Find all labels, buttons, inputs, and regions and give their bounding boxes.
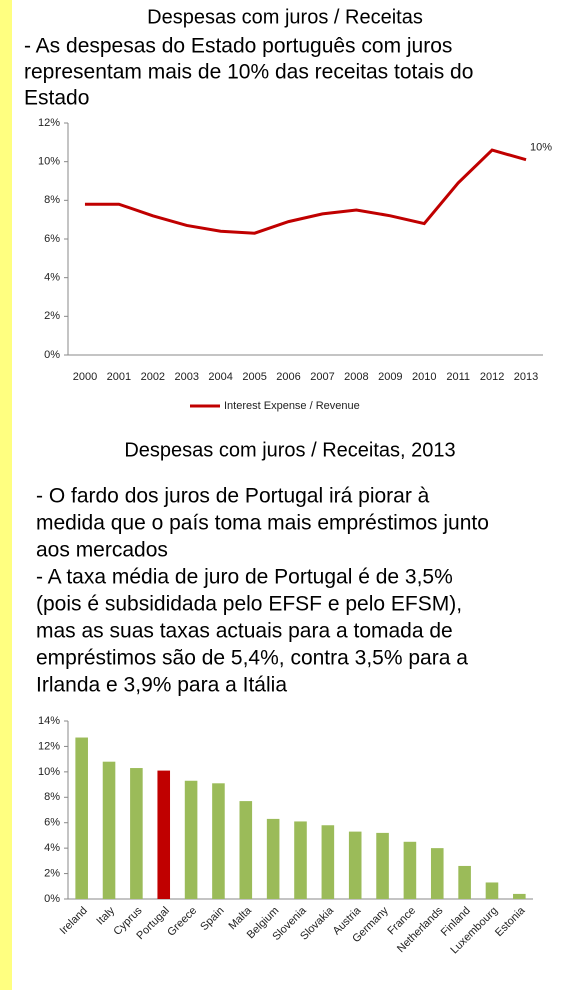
bar bbox=[157, 770, 171, 899]
bar bbox=[266, 818, 280, 899]
x-tick-label: 2005 bbox=[242, 371, 266, 383]
x-tick-label: Estonia bbox=[493, 904, 528, 939]
x-tick-label: Ireland bbox=[58, 905, 90, 937]
y-tick-label: 8% bbox=[44, 194, 60, 206]
legend-label: Interest Expense / Revenue bbox=[224, 400, 360, 412]
x-tick-label: 2012 bbox=[480, 371, 504, 383]
x-tick-label: Spain bbox=[198, 905, 226, 933]
note-line: Estado bbox=[24, 87, 89, 110]
bar bbox=[485, 882, 499, 899]
y-tick-label: 10% bbox=[38, 156, 60, 168]
bar bbox=[212, 783, 225, 899]
bar bbox=[513, 893, 526, 899]
bar bbox=[348, 831, 362, 899]
data-label: 10% bbox=[530, 142, 552, 154]
y-tick-label: 2% bbox=[44, 310, 60, 322]
x-tick-label: 2002 bbox=[141, 371, 165, 383]
side-strip bbox=[0, 0, 12, 990]
data-line bbox=[84, 148, 527, 235]
x-tick-label: 2000 bbox=[73, 371, 97, 383]
note-line: aos mercados bbox=[36, 539, 168, 562]
note-line: - O fardo dos juros de Portugal irá pior… bbox=[36, 485, 430, 508]
bar bbox=[102, 761, 116, 899]
note-line: mas as suas taxas actuais para a tomada … bbox=[36, 620, 453, 643]
bar bbox=[294, 821, 307, 899]
y-tick-label: 2% bbox=[44, 867, 60, 879]
x-tick-label: Greece bbox=[165, 905, 199, 939]
note-line: representam mais de 10% das receitas tot… bbox=[24, 61, 473, 84]
bar bbox=[75, 737, 88, 899]
note-line: (pois é subsididada pelo EFSF e pelo EFS… bbox=[36, 593, 462, 616]
y-tick-label: 0% bbox=[44, 349, 60, 361]
bar bbox=[430, 848, 444, 899]
bar bbox=[130, 768, 143, 899]
x-tick-label: 2013 bbox=[514, 371, 538, 383]
y-tick-label: 14% bbox=[38, 715, 60, 727]
x-tick-label: Italy bbox=[94, 904, 117, 927]
y-tick-label: 4% bbox=[44, 272, 60, 284]
y-tick-label: 12% bbox=[38, 740, 60, 752]
note-line: empréstimos são de 5,4%, contra 3,5% par… bbox=[36, 647, 468, 670]
y-tick-label: 8% bbox=[44, 791, 60, 803]
note-line: medida que o país toma mais empréstimos … bbox=[36, 512, 489, 535]
x-tick-label: 2010 bbox=[412, 371, 436, 383]
bar bbox=[376, 832, 389, 899]
x-tick-label: 2001 bbox=[107, 371, 131, 383]
x-tick-label: 2003 bbox=[175, 371, 199, 383]
y-tick-label: 6% bbox=[44, 233, 60, 245]
bar bbox=[184, 780, 198, 899]
bar bbox=[403, 841, 417, 899]
y-tick-label: 0% bbox=[44, 893, 60, 905]
note-line: - As despesas do Estado português com ju… bbox=[24, 35, 452, 58]
x-tick-label: 2009 bbox=[378, 371, 402, 383]
bar bbox=[239, 801, 253, 899]
bar bbox=[321, 825, 335, 899]
chart-title: Despesas com juros / Receitas bbox=[147, 6, 423, 28]
bar bbox=[458, 865, 471, 899]
x-tick-label: 2006 bbox=[276, 371, 300, 383]
x-tick-label: 2011 bbox=[446, 371, 470, 383]
x-tick-label: 2008 bbox=[344, 371, 368, 383]
y-tick-label: 6% bbox=[44, 817, 60, 829]
chart-title: Despesas com juros / Receitas, 2013 bbox=[124, 439, 455, 461]
y-tick-label: 12% bbox=[38, 117, 60, 129]
note-line: Irlanda e 3,9% para a Itália bbox=[36, 674, 287, 697]
y-tick-label: 4% bbox=[44, 842, 60, 854]
x-tick-label: 2004 bbox=[208, 371, 232, 383]
x-tick-label: 2007 bbox=[310, 371, 334, 383]
y-tick-label: 10% bbox=[38, 766, 60, 778]
note-line: - A taxa média de juro de Portugal é de … bbox=[36, 566, 453, 589]
